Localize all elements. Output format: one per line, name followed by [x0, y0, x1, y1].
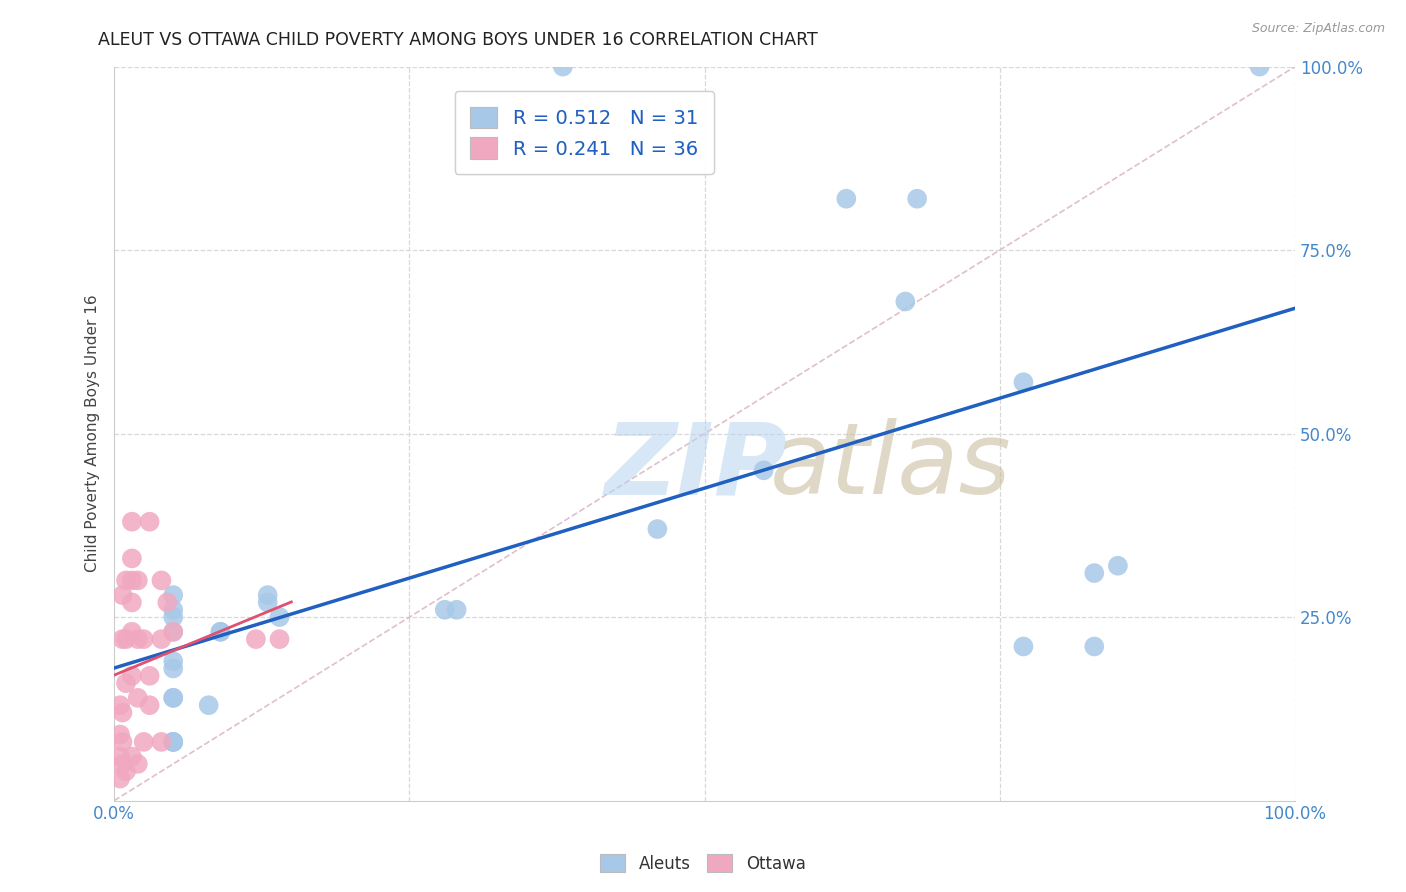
Point: [138, 669, 160, 683]
Point: [1249, 60, 1271, 74]
Point: [150, 735, 173, 749]
Point: [1012, 640, 1035, 654]
Point: [156, 595, 179, 609]
Point: [162, 603, 184, 617]
Text: ZIP: ZIP: [605, 418, 787, 516]
Point: [269, 610, 291, 624]
Point: [111, 735, 134, 749]
Point: [162, 654, 184, 668]
Point: [138, 698, 160, 713]
Point: [150, 574, 173, 588]
Point: [162, 735, 184, 749]
Point: [894, 294, 917, 309]
Point: [121, 669, 143, 683]
Point: [115, 632, 138, 647]
Point: [433, 603, 456, 617]
Point: [115, 764, 138, 779]
Point: [1107, 558, 1129, 573]
Point: [121, 624, 143, 639]
Point: [108, 772, 131, 786]
Point: [752, 463, 775, 477]
Legend: R = 0.512   N = 31, R = 0.241   N = 36: R = 0.512 N = 31, R = 0.241 N = 36: [454, 91, 714, 174]
Point: [162, 624, 184, 639]
Point: [551, 60, 574, 74]
Point: [245, 632, 267, 647]
Point: [162, 661, 184, 675]
Text: ALEUT VS OTTAWA CHILD POVERTY AMONG BOYS UNDER 16 CORRELATION CHART: ALEUT VS OTTAWA CHILD POVERTY AMONG BOYS…: [98, 31, 818, 49]
Point: [197, 698, 219, 713]
Point: [115, 574, 138, 588]
Point: [111, 756, 134, 771]
Y-axis label: Child Poverty Among Boys Under 16: Child Poverty Among Boys Under 16: [86, 294, 100, 573]
Point: [138, 515, 160, 529]
Point: [121, 749, 143, 764]
Point: [162, 735, 184, 749]
Point: [132, 632, 155, 647]
Point: [209, 624, 232, 639]
Point: [162, 735, 184, 749]
Point: [127, 574, 149, 588]
Point: [162, 690, 184, 705]
Point: [127, 690, 149, 705]
Point: [446, 603, 468, 617]
Legend: Aleuts, Ottawa: Aleuts, Ottawa: [593, 847, 813, 880]
Point: [1012, 376, 1035, 390]
Point: [108, 727, 131, 741]
Point: [1083, 566, 1105, 580]
Point: [115, 676, 138, 690]
Point: [162, 624, 184, 639]
Point: [111, 706, 134, 720]
Point: [121, 574, 143, 588]
Point: [121, 595, 143, 609]
Point: [111, 632, 134, 647]
Point: [647, 522, 669, 536]
Point: [132, 735, 155, 749]
Point: [127, 756, 149, 771]
Point: [121, 515, 143, 529]
Point: [162, 690, 184, 705]
Point: [108, 749, 131, 764]
Point: [121, 551, 143, 566]
Point: [1083, 640, 1105, 654]
Point: [111, 588, 134, 602]
Point: [150, 632, 173, 647]
Text: Source: ZipAtlas.com: Source: ZipAtlas.com: [1251, 22, 1385, 36]
Point: [905, 192, 928, 206]
Point: [256, 588, 278, 602]
Point: [162, 610, 184, 624]
Point: [209, 624, 232, 639]
Point: [108, 698, 131, 713]
Point: [256, 595, 278, 609]
Point: [269, 632, 291, 647]
Point: [835, 192, 858, 206]
Point: [127, 632, 149, 647]
Text: atlas: atlas: [769, 418, 1011, 516]
Point: [162, 588, 184, 602]
